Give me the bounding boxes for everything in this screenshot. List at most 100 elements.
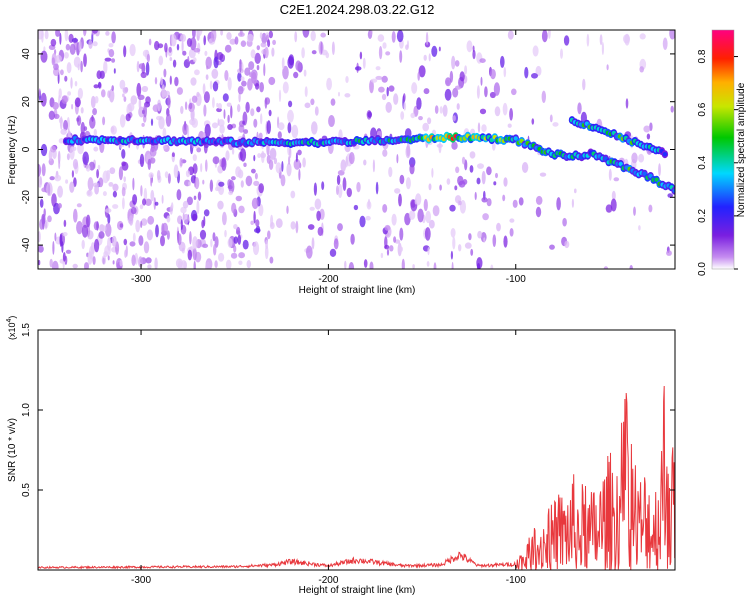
noise-blob: [477, 163, 484, 169]
noise-blob: [369, 30, 373, 36]
noise-blob: [220, 30, 223, 36]
noise-blob: [386, 248, 390, 256]
noise-blob: [423, 54, 427, 61]
noise-blob: [503, 67, 507, 78]
noise-blob: [38, 88, 41, 97]
noise-blob: [336, 174, 341, 186]
noise-blob: [509, 108, 513, 121]
noise-blob: [313, 182, 317, 196]
noise-blob: [456, 103, 460, 110]
noise-blob: [353, 204, 359, 211]
noise-blob: [230, 105, 233, 119]
noise-blob: [190, 77, 197, 86]
noise-blob: [136, 60, 140, 73]
noise-blob: [481, 124, 487, 133]
x-tick-label: -100: [506, 274, 526, 285]
noise-blob: [490, 264, 494, 269]
noise-blob: [336, 185, 339, 196]
noise-blob: [245, 101, 250, 113]
noise-blob: [47, 215, 52, 223]
noise-blob: [344, 93, 351, 98]
noise-blob: [511, 88, 517, 96]
noise-blob: [216, 102, 219, 108]
noise-blob: [140, 220, 143, 228]
noise-blob: [226, 102, 232, 107]
noise-blob: [233, 236, 239, 244]
noise-blob: [464, 65, 468, 75]
noise-blob: [169, 57, 173, 61]
noise-blob: [247, 78, 253, 91]
noise-blob: [337, 223, 343, 232]
noise-blob: [277, 131, 282, 140]
noise-blob: [60, 128, 67, 135]
noise-blob: [532, 45, 539, 57]
noise-blob: [143, 241, 150, 254]
noise-blob: [662, 37, 668, 50]
noise-blob: [71, 104, 74, 110]
noise-blob: [275, 162, 282, 174]
noise-blob: [112, 183, 119, 192]
noise-blob: [161, 223, 165, 235]
noise-blob: [658, 163, 661, 177]
noise-blob: [476, 263, 481, 269]
noise-blob: [210, 238, 213, 248]
noise-blob: [502, 194, 506, 202]
noise-blob: [69, 181, 75, 193]
snr-series: [38, 385, 675, 570]
noise-blob: [124, 249, 127, 258]
noise-blob: [608, 168, 612, 181]
noise-blob: [214, 260, 218, 268]
noise-blob: [142, 198, 147, 206]
noise-blob: [287, 56, 295, 69]
noise-blob: [204, 123, 211, 138]
noise-blob: [246, 33, 254, 43]
noise-blob: [109, 88, 115, 103]
noise-blob: [225, 150, 230, 161]
noise-blob: [252, 241, 260, 256]
x-tick-label: -200: [318, 575, 338, 586]
noise-blob: [631, 152, 638, 164]
noise-blob: [82, 151, 89, 165]
noise-blob: [123, 45, 127, 58]
noise-blob: [380, 252, 384, 259]
noise-blob: [509, 218, 515, 223]
noise-blob: [494, 106, 501, 117]
noise-blob: [87, 177, 94, 191]
noise-blob: [424, 227, 431, 241]
noise-blob: [71, 38, 79, 43]
noise-blob: [122, 93, 125, 98]
noise-blob: [57, 203, 62, 209]
noise-blob: [345, 76, 349, 83]
noise-blob: [212, 156, 220, 165]
noise-blob: [535, 195, 543, 205]
noise-blob: [599, 34, 603, 46]
noise-blob: [556, 197, 561, 211]
noise-blob: [295, 60, 302, 71]
noise-blob: [483, 237, 486, 243]
noise-blob: [535, 206, 542, 218]
noise-blob: [132, 194, 138, 205]
noise-blob: [295, 220, 299, 234]
noise-blob: [227, 124, 233, 130]
noise-blob: [311, 50, 317, 55]
noise-blob: [39, 198, 44, 208]
noise-blob: [121, 149, 126, 159]
noise-blob: [63, 219, 67, 227]
noise-blob: [425, 32, 429, 45]
noise-blob: [147, 158, 151, 170]
noise-blob: [310, 98, 315, 106]
noise-blob: [165, 113, 172, 127]
noise-blob: [298, 169, 301, 181]
noise-blob: [98, 177, 104, 188]
noise-blob: [107, 237, 112, 251]
noise-blob: [586, 33, 590, 47]
noise-blob: [196, 147, 202, 153]
noise-blob: [176, 189, 182, 201]
noise-blob: [417, 208, 424, 223]
noise-blob: [251, 168, 256, 174]
noise-blob: [122, 197, 125, 210]
noise-blob: [40, 143, 48, 157]
noise-blob: [226, 32, 232, 40]
noise-blob: [235, 166, 242, 178]
noise-blob: [166, 230, 170, 240]
